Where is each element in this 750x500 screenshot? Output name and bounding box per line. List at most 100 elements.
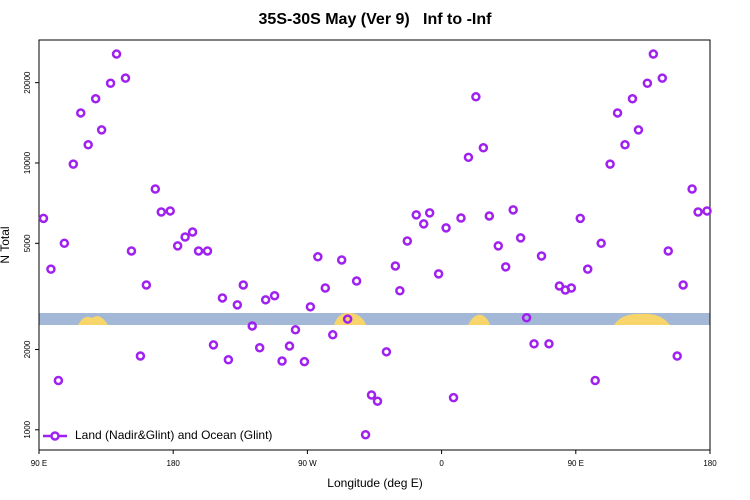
- point: [515, 233, 526, 243]
- point: [96, 125, 107, 135]
- point: [471, 92, 481, 102]
- point: [544, 339, 554, 349]
- point: [232, 300, 243, 310]
- point: [508, 205, 518, 215]
- point: [284, 341, 295, 351]
- point: [76, 108, 86, 118]
- point: [390, 261, 401, 271]
- y-tick-label: 5000: [23, 234, 32, 252]
- point: [642, 78, 653, 88]
- point: [687, 184, 697, 194]
- point: [582, 264, 593, 274]
- point: [247, 321, 257, 331]
- point: [536, 251, 547, 261]
- point: [448, 392, 459, 403]
- point: [529, 339, 539, 349]
- point: [463, 152, 474, 163]
- point: [566, 283, 577, 293]
- y-tick-label: 2000: [23, 340, 32, 358]
- point: [120, 73, 131, 83]
- point: [53, 375, 64, 386]
- point: [313, 252, 323, 262]
- point: [105, 78, 116, 88]
- point: [372, 396, 383, 406]
- point: [478, 143, 489, 153]
- point: [627, 94, 638, 104]
- point: [657, 73, 668, 83]
- point: [672, 351, 682, 361]
- point: [156, 207, 167, 217]
- point: [678, 280, 688, 290]
- point: [305, 302, 316, 312]
- point: [172, 241, 183, 251]
- point: [500, 262, 511, 272]
- surface-band: [39, 312, 710, 325]
- point: [424, 208, 435, 218]
- point: [336, 255, 347, 265]
- point: [702, 206, 712, 216]
- chart-title: 35S-30S May (Ver 9) Inf to -Inf: [259, 11, 493, 28]
- point: [277, 356, 287, 366]
- x-tick-label: 90 W: [298, 459, 317, 468]
- x-tick-label: 90 E: [568, 459, 584, 468]
- point: [521, 312, 532, 323]
- point: [320, 283, 331, 293]
- point: [202, 246, 213, 256]
- point: [126, 246, 137, 256]
- point: [366, 390, 377, 400]
- y-axis-label: N Total: [0, 226, 12, 263]
- plot-frame: [38, 39, 711, 451]
- point: [596, 238, 606, 249]
- point: [590, 375, 600, 386]
- point: [484, 211, 495, 221]
- point: [633, 125, 644, 135]
- legend-marker: [50, 431, 60, 441]
- point: [90, 94, 101, 104]
- point: [327, 330, 338, 340]
- x-axis-label: Longitude (deg E): [327, 476, 422, 490]
- point: [395, 285, 405, 296]
- point: [351, 276, 362, 286]
- point: [180, 232, 190, 242]
- point: [575, 213, 586, 224]
- point: [141, 280, 152, 290]
- point: [111, 49, 122, 59]
- point: [493, 241, 504, 251]
- point: [290, 325, 301, 335]
- y-tick-label: 1000: [23, 420, 32, 438]
- y-tick-label: 20000: [23, 71, 32, 94]
- point: [402, 236, 413, 246]
- x-tick-label: 180: [703, 459, 717, 468]
- point: [299, 356, 310, 367]
- point: [441, 223, 451, 233]
- point: [238, 280, 249, 290]
- point: [360, 430, 371, 440]
- point: [456, 213, 466, 223]
- point: [620, 140, 630, 150]
- point: [208, 340, 219, 350]
- point: [68, 159, 79, 169]
- point: [605, 159, 615, 169]
- point: [150, 184, 161, 194]
- point: [193, 246, 204, 256]
- y-tick-label: 10000: [23, 151, 32, 174]
- point: [693, 207, 703, 217]
- point: [612, 108, 623, 118]
- point: [59, 238, 70, 249]
- x-tick-label: 90 E: [31, 459, 47, 468]
- x-tick-label: 180: [167, 459, 181, 468]
- point: [217, 293, 228, 303]
- point: [342, 314, 353, 324]
- point: [135, 351, 146, 361]
- point: [254, 343, 265, 353]
- legend-label: Land (Nadir&Glint) and Ocean (Glint): [75, 428, 272, 442]
- point: [381, 347, 392, 357]
- point: [648, 49, 659, 59]
- point: [418, 219, 429, 229]
- point: [187, 227, 198, 237]
- x-tick-label: 0: [439, 459, 444, 468]
- point: [46, 264, 56, 274]
- point: [38, 213, 49, 224]
- point: [663, 246, 673, 256]
